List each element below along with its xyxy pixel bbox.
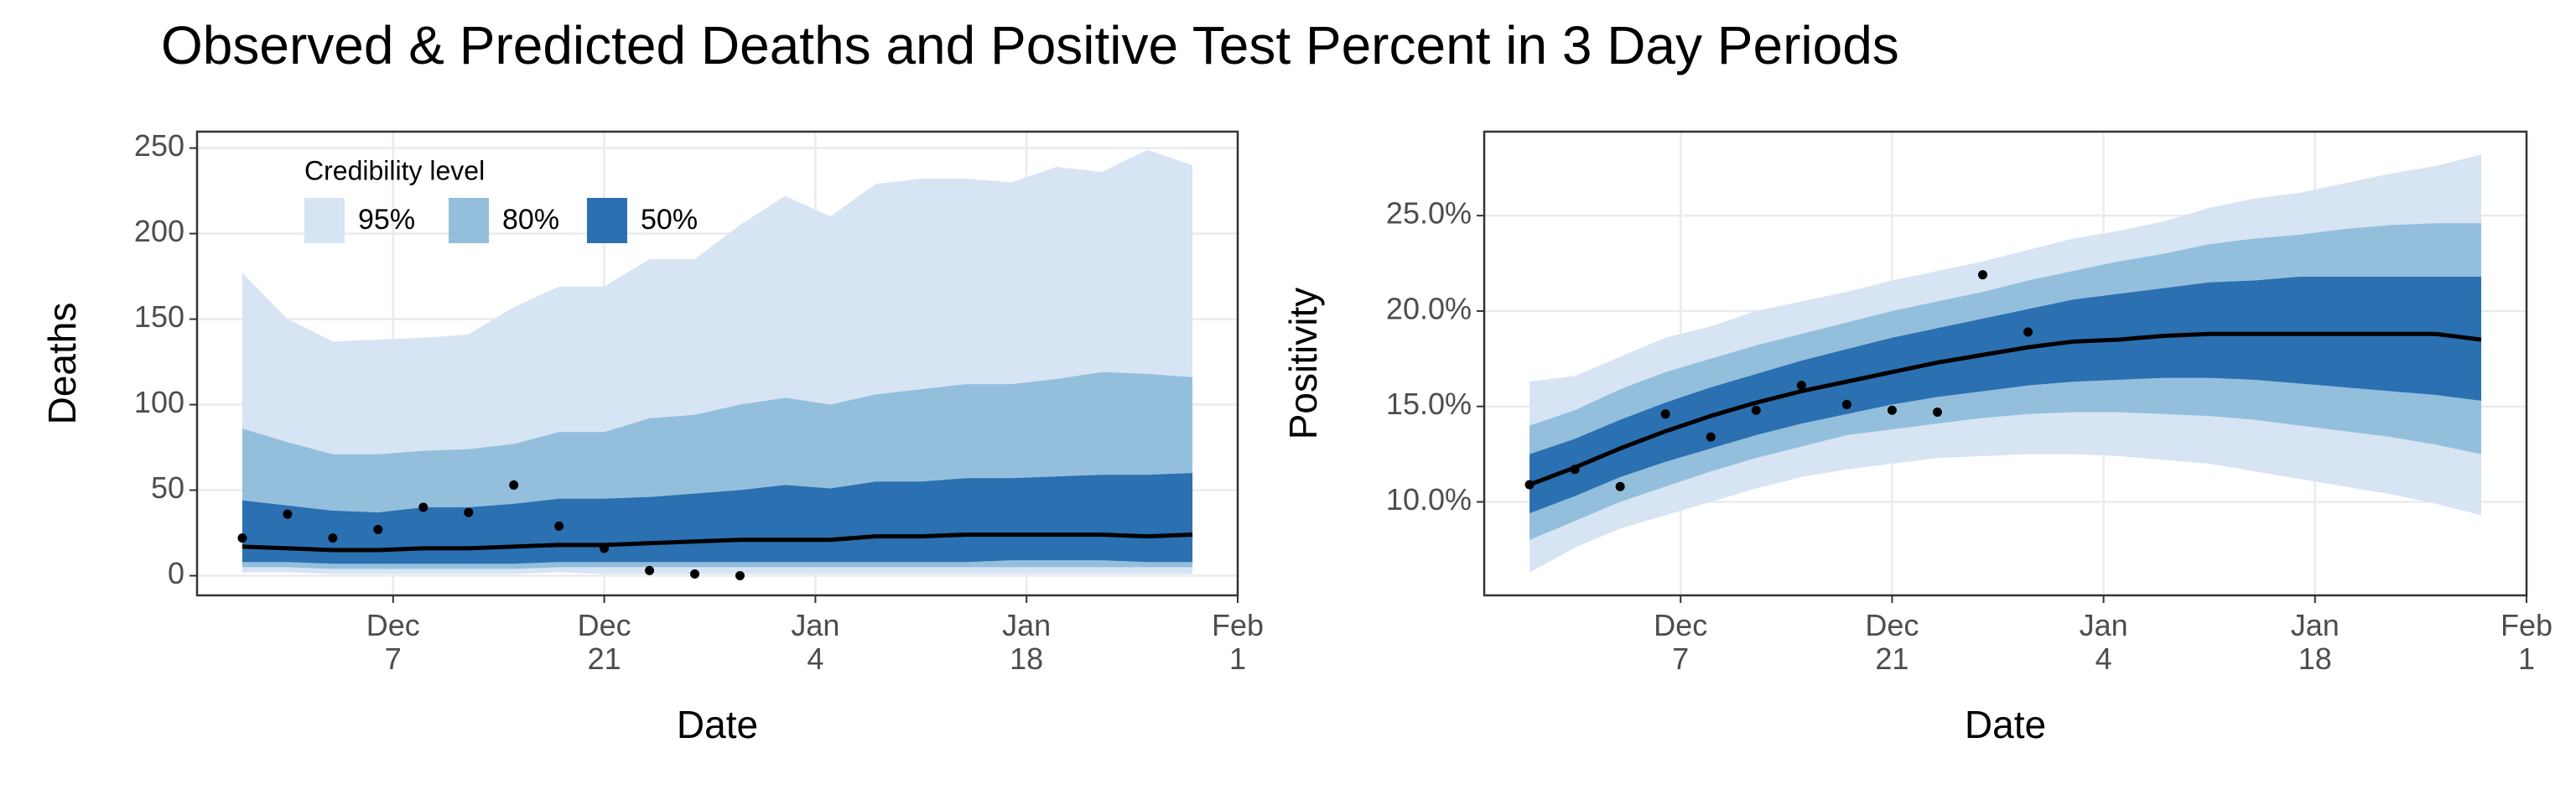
legend-title: Credibility level — [304, 155, 485, 185]
observed-point — [1524, 480, 1535, 490]
observed-point — [1841, 399, 1852, 409]
x-axis-label: Date — [1965, 703, 2046, 746]
x-tick-label: Feb 1 — [2500, 608, 2553, 677]
observed-point — [1796, 381, 1806, 391]
observed-point — [418, 502, 428, 512]
x-tick-label: Dec 7 — [366, 608, 420, 677]
legend-label: 50% — [641, 204, 698, 236]
observed-point — [2023, 327, 2033, 337]
x-tick-label: Jan 4 — [791, 608, 840, 677]
observed-point — [1751, 405, 1761, 415]
observed-point — [1706, 432, 1716, 442]
observed-point — [1977, 270, 1987, 280]
y-tick-label: 0 — [168, 556, 184, 590]
x-tick-label: Dec 7 — [1654, 608, 1708, 677]
observed-point — [464, 507, 474, 517]
y-tick-label: 100 — [134, 385, 184, 419]
credible-band — [242, 473, 1193, 564]
y-tick-label: 50 — [151, 470, 184, 505]
observed-point — [1570, 465, 1580, 475]
y-tick-label: 150 — [134, 299, 184, 334]
y-tick-label: 25.0% — [1386, 196, 1472, 231]
chart-title: Observed & Predicted Deaths and Positive… — [161, 15, 1899, 75]
y-tick-label: 200 — [134, 214, 184, 248]
observed-point — [554, 521, 564, 531]
observed-point — [509, 480, 519, 490]
observed-point — [1887, 405, 1897, 415]
x-tick-label: Dec 21 — [1865, 608, 1919, 677]
x-tick-label: Jan 4 — [2079, 608, 2128, 677]
x-tick-label: Jan 18 — [1002, 608, 1052, 677]
median-line — [242, 532, 1193, 553]
observed-point — [690, 569, 700, 579]
observed-point — [1932, 408, 1942, 418]
x-tick-label: Dec 21 — [577, 608, 631, 677]
legend-key — [587, 198, 627, 243]
observed-point — [735, 571, 745, 581]
y-axis-label: Positivity — [1281, 288, 1325, 439]
legend-label: 80% — [502, 204, 559, 236]
observed-point — [328, 533, 338, 543]
x-tick-label: Jan 18 — [2290, 608, 2340, 677]
observed-point — [283, 509, 293, 519]
legend-key — [449, 198, 489, 243]
plot-frame — [195, 130, 1239, 597]
legend-label: 95% — [358, 204, 415, 236]
legend-key — [304, 198, 345, 243]
plot-frame — [1483, 130, 2528, 597]
observed-point — [645, 565, 655, 575]
y-tick-label: 250 — [134, 128, 184, 163]
y-tick-label: 10.0% — [1386, 482, 1472, 517]
median-line — [1529, 331, 2482, 487]
y-axis-label: Deaths — [40, 303, 84, 425]
y-tick-label: 15.0% — [1386, 387, 1472, 421]
observed-point — [600, 543, 610, 553]
observed-point — [1615, 481, 1625, 491]
y-tick-label: 20.0% — [1386, 291, 1472, 325]
observed-point — [373, 524, 383, 534]
x-axis-label: Date — [677, 703, 758, 746]
observed-point — [237, 533, 247, 543]
observed-point — [1660, 409, 1670, 419]
x-tick-label: Feb 1 — [1211, 608, 1265, 677]
